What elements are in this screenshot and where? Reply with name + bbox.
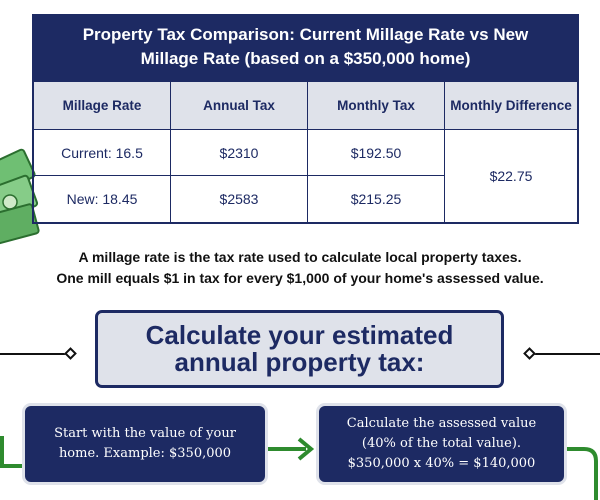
- calculate-heading-line-2: annual property tax:: [174, 347, 425, 377]
- step-1-line-1: Start with the value of your: [54, 426, 236, 441]
- step-1-box: Start with the value of your home. Examp…: [25, 406, 265, 482]
- row-new-annual-tax: $2583: [171, 176, 308, 222]
- flow-arrow-icon: [297, 437, 315, 461]
- calculate-heading: Calculate your estimated annual property…: [146, 322, 454, 376]
- millage-explanation: A millage rate is the tax rate used to c…: [20, 247, 580, 289]
- left-connector-diamond: [64, 347, 77, 360]
- step-1-line-2: home. Example: $350,000: [58, 446, 232, 461]
- step-2-line-2: (40% of the total value).: [361, 436, 522, 451]
- header-annual-tax: Annual Tax: [171, 82, 308, 130]
- explanation-line-1: A millage rate is the tax rate used to c…: [78, 249, 522, 265]
- header-monthly-difference: Monthly Difference: [445, 82, 577, 130]
- calculate-heading-line-1: Calculate your estimated: [145, 320, 454, 350]
- row-new-millage: New: 18.45: [34, 176, 171, 222]
- header-monthly-tax: Monthly Tax: [308, 82, 445, 130]
- row-new-monthly-tax: $215.25: [308, 176, 445, 222]
- monthly-difference-value: $22.75: [489, 168, 533, 184]
- step-2-line-1: Calculate the assessed value: [346, 416, 537, 431]
- tax-comparison-table: Property Tax Comparison: Current Millage…: [32, 14, 579, 224]
- flow-line-left: [0, 464, 26, 468]
- step-2-line-3: $350,000 x 40% = $140,000: [347, 456, 536, 471]
- row-current-millage: Current: 16.5: [34, 130, 171, 176]
- left-connector-line: [0, 353, 70, 355]
- table-title: Property Tax Comparison: Current Millage…: [34, 16, 577, 82]
- right-connector-line: [530, 353, 600, 355]
- flow-line-right-curve: [566, 447, 598, 500]
- table-grid: Millage Rate Annual Tax Monthly Tax Mont…: [34, 82, 577, 222]
- row-current-annual-tax: $2310: [171, 130, 308, 176]
- flow-line-left-vertical: [0, 436, 4, 466]
- explanation-line-2: One mill equals $1 in tax for every $1,0…: [56, 270, 544, 286]
- flow-line-middle: [268, 447, 306, 451]
- header-millage-rate: Millage Rate: [34, 82, 171, 130]
- right-connector-diamond: [523, 347, 536, 360]
- calculate-heading-box: Calculate your estimated annual property…: [95, 310, 504, 388]
- row-current-monthly-tax: $192.50: [308, 130, 445, 176]
- step-2-box: Calculate the assessed value (40% of the…: [319, 406, 564, 482]
